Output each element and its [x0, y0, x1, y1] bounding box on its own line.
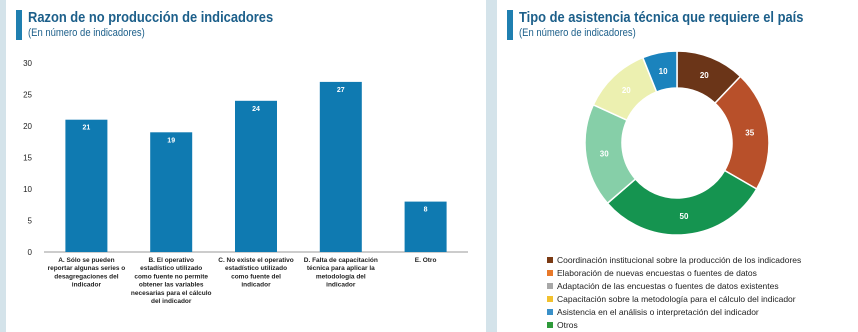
y-tick-label: 25 — [23, 91, 32, 100]
y-tick-label: 20 — [23, 122, 32, 131]
legend-label: Capacitación sobre la metodología para e… — [557, 293, 796, 304]
bar — [235, 100, 277, 252]
legend-item: Otros — [547, 318, 801, 331]
legend-swatch — [547, 295, 553, 302]
title-accent-bar — [16, 10, 22, 40]
y-tick-label: 5 — [28, 217, 33, 226]
bar-chart-subtitle: (En número de indicadores) — [28, 27, 145, 39]
legend-swatch — [547, 308, 553, 315]
donut-slice — [641, 50, 678, 93]
donut-chart-panel: Tipo de asistencia técnica que requiere … — [497, 0, 858, 332]
bar-value-label: 19 — [167, 137, 175, 144]
bar — [150, 132, 193, 252]
legend-label: Coordinación institucional sobre la prod… — [557, 254, 802, 265]
x-category-label: D. Falta de capacitación técnica para apl… — [304, 257, 378, 289]
y-tick-label: 0 — [28, 248, 33, 257]
donut-slice — [606, 169, 758, 236]
slice-value-label: 20 — [622, 86, 631, 95]
bar — [319, 81, 362, 253]
y-tick-label: 10 — [23, 185, 32, 194]
bar-value-label: 24 — [252, 106, 260, 113]
donut-legend: Coordinación institucional sobre la prod… — [547, 253, 801, 331]
x-category-label: B. El operativo estadístico utilizado como… — [131, 257, 212, 305]
donut-chart-subtitle: (En número de indicadores) — [519, 27, 636, 39]
bar-chart-title: Razon de no producción de indicadores — [28, 9, 274, 26]
bar — [65, 119, 108, 252]
legend-swatch — [547, 282, 553, 289]
legend-swatch — [547, 321, 553, 328]
legend-label: Otros — [557, 319, 578, 330]
legend-swatch — [547, 269, 553, 276]
bar-chart: 0 5 10 15 20 25 30 21 A. Sólo se pueden reportar … — [23, 59, 468, 305]
y-tick-label: 15 — [23, 154, 32, 163]
slice-value-label: 20 — [700, 71, 709, 80]
x-category-label: E. Otro — [415, 257, 437, 264]
legend-item: Coordinación institucional sobre la prod… — [547, 253, 801, 266]
legend-swatch — [547, 256, 553, 263]
legend-label: Adaptación de las encuestas o fuentes de… — [557, 280, 779, 291]
x-category-label: C. No existe el operativo estadístico uti… — [218, 257, 294, 289]
slice-value-label: 30 — [600, 149, 609, 158]
legend-label: Elaboración de nuevas encuestas o fuente… — [557, 267, 757, 278]
bar-value-label: 27 — [337, 87, 345, 94]
legend-label: Asistencia en el análisis o interpretaci… — [557, 306, 759, 317]
x-category-label: A. Sólo se pueden reportar algunas series… — [48, 257, 126, 289]
bar-chart-panel: Razon de no producción de indicadores (E… — [6, 0, 486, 332]
bar — [404, 201, 447, 252]
y-tick-label: 30 — [23, 59, 32, 68]
slice-value-label: 50 — [680, 212, 689, 221]
slice-value-label: 10 — [659, 67, 668, 76]
donut-chart: 20 35 50 30 20 10 — [584, 50, 770, 236]
legend-item: Capacitación sobre la metodología para e… — [547, 292, 801, 305]
legend-item: Elaboración de nuevas encuestas o fuente… — [547, 266, 801, 279]
title-accent-bar — [507, 10, 513, 40]
donut-chart-title: Tipo de asistencia técnica que requiere … — [519, 9, 804, 26]
bar-value-label: 21 — [83, 125, 91, 132]
legend-item: Adaptación de las encuestas o fuentes de… — [547, 279, 801, 292]
slice-value-label: 35 — [745, 129, 754, 138]
legend-item: Asistencia en el análisis o interpretaci… — [547, 305, 801, 318]
bar-value-label: 8 — [424, 207, 428, 214]
